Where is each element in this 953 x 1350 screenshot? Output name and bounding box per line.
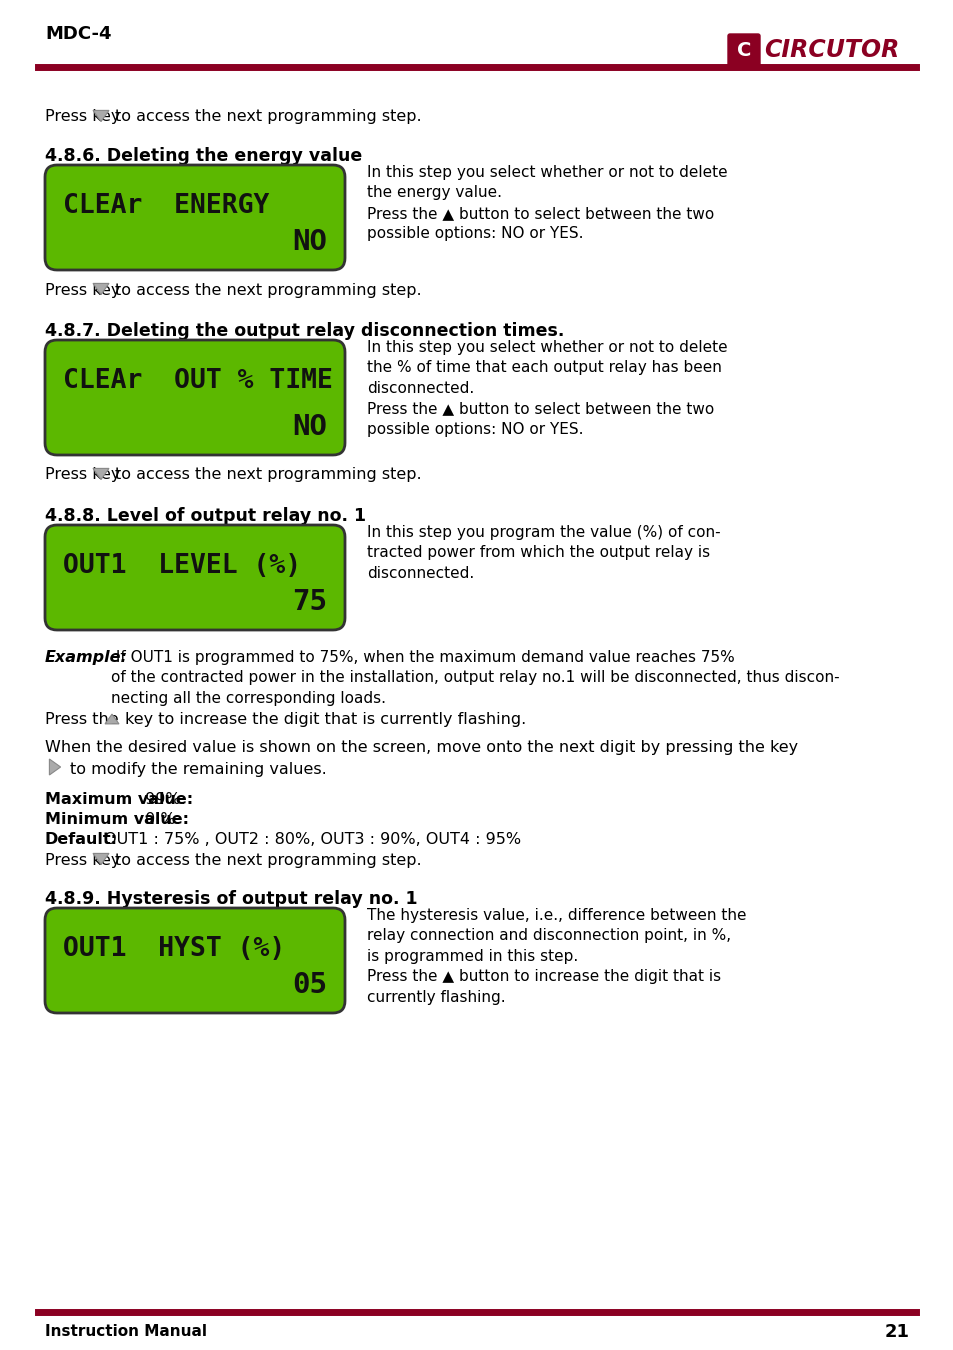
Text: 75: 75 [292,589,327,616]
Text: 21: 21 [884,1323,909,1341]
Text: 05: 05 [292,971,327,999]
Polygon shape [92,468,109,479]
Polygon shape [50,759,61,775]
FancyBboxPatch shape [45,165,345,270]
Text: CIRCUTOR: CIRCUTOR [763,38,899,62]
Text: to access the next programming step.: to access the next programming step. [115,109,421,124]
Text: Press key: Press key [45,282,120,297]
Text: OUT1  HYST (%): OUT1 HYST (%) [63,936,285,963]
Text: MDC-4: MDC-4 [45,26,112,43]
FancyBboxPatch shape [45,525,345,630]
Text: Press key: Press key [45,467,120,482]
FancyBboxPatch shape [45,909,345,1012]
Text: OUT1  LEVEL (%): OUT1 LEVEL (%) [63,554,301,579]
Text: Press key: Press key [45,109,120,124]
FancyBboxPatch shape [727,34,760,66]
Polygon shape [92,111,109,122]
Text: 4.8.6. Deleting the energy value: 4.8.6. Deleting the energy value [45,147,362,165]
Text: 0 %.: 0 %. [140,811,181,828]
Text: to access the next programming step.: to access the next programming step. [115,852,421,868]
Text: Instruction Manual: Instruction Manual [45,1324,207,1339]
Text: to access the next programming step.: to access the next programming step. [115,282,421,297]
Text: 4.8.8. Level of output relay no. 1: 4.8.8. Level of output relay no. 1 [45,508,366,525]
Text: If OUT1 is programmed to 75%, when the maximum demand value reaches 75%
of the c: If OUT1 is programmed to 75%, when the m… [111,649,839,706]
Text: NO: NO [292,228,327,256]
Text: key to increase the digit that is currently flashing.: key to increase the digit that is curren… [125,711,526,728]
Text: In this step you select whether or not to delete
the energy value.
Press the ▲ b: In this step you select whether or not t… [367,165,727,242]
Text: CLEAr  OUT % TIME: CLEAr OUT % TIME [63,369,333,394]
Text: Press the: Press the [45,711,118,728]
Text: to modify the remaining values.: to modify the remaining values. [70,761,327,778]
Text: 99%.: 99%. [140,792,186,807]
Polygon shape [92,284,109,294]
Text: 4.8.7. Deleting the output relay disconnection times.: 4.8.7. Deleting the output relay disconn… [45,323,564,340]
Text: The hysteresis value, i.e., difference between the
relay connection and disconne: The hysteresis value, i.e., difference b… [367,909,745,1004]
Text: C: C [736,40,750,59]
FancyBboxPatch shape [45,340,345,455]
Polygon shape [92,853,109,864]
Text: In this step you select whether or not to delete
the % of time that each output : In this step you select whether or not t… [367,340,727,436]
Text: In this step you program the value (%) of con-
tracted power from which the outp: In this step you program the value (%) o… [367,525,720,580]
Polygon shape [105,714,119,724]
Text: OUT1 : 75% , OUT2 : 80%, OUT3 : 90%, OUT4 : 95%: OUT1 : 75% , OUT2 : 80%, OUT3 : 90%, OUT… [99,832,521,846]
Text: When the desired value is shown on the screen, move onto the next digit by press: When the desired value is shown on the s… [45,740,798,755]
Text: Example:: Example: [45,649,128,666]
Text: 4.8.9. Hysteresis of output relay no. 1: 4.8.9. Hysteresis of output relay no. 1 [45,890,417,909]
Text: Minimum value:: Minimum value: [45,811,189,828]
Text: NO: NO [292,413,327,441]
Text: Maximum value:: Maximum value: [45,792,193,807]
Text: Default:: Default: [45,832,118,846]
Text: Press key: Press key [45,852,120,868]
Text: CLEAr  ENERGY: CLEAr ENERGY [63,193,269,219]
Text: to access the next programming step.: to access the next programming step. [115,467,421,482]
